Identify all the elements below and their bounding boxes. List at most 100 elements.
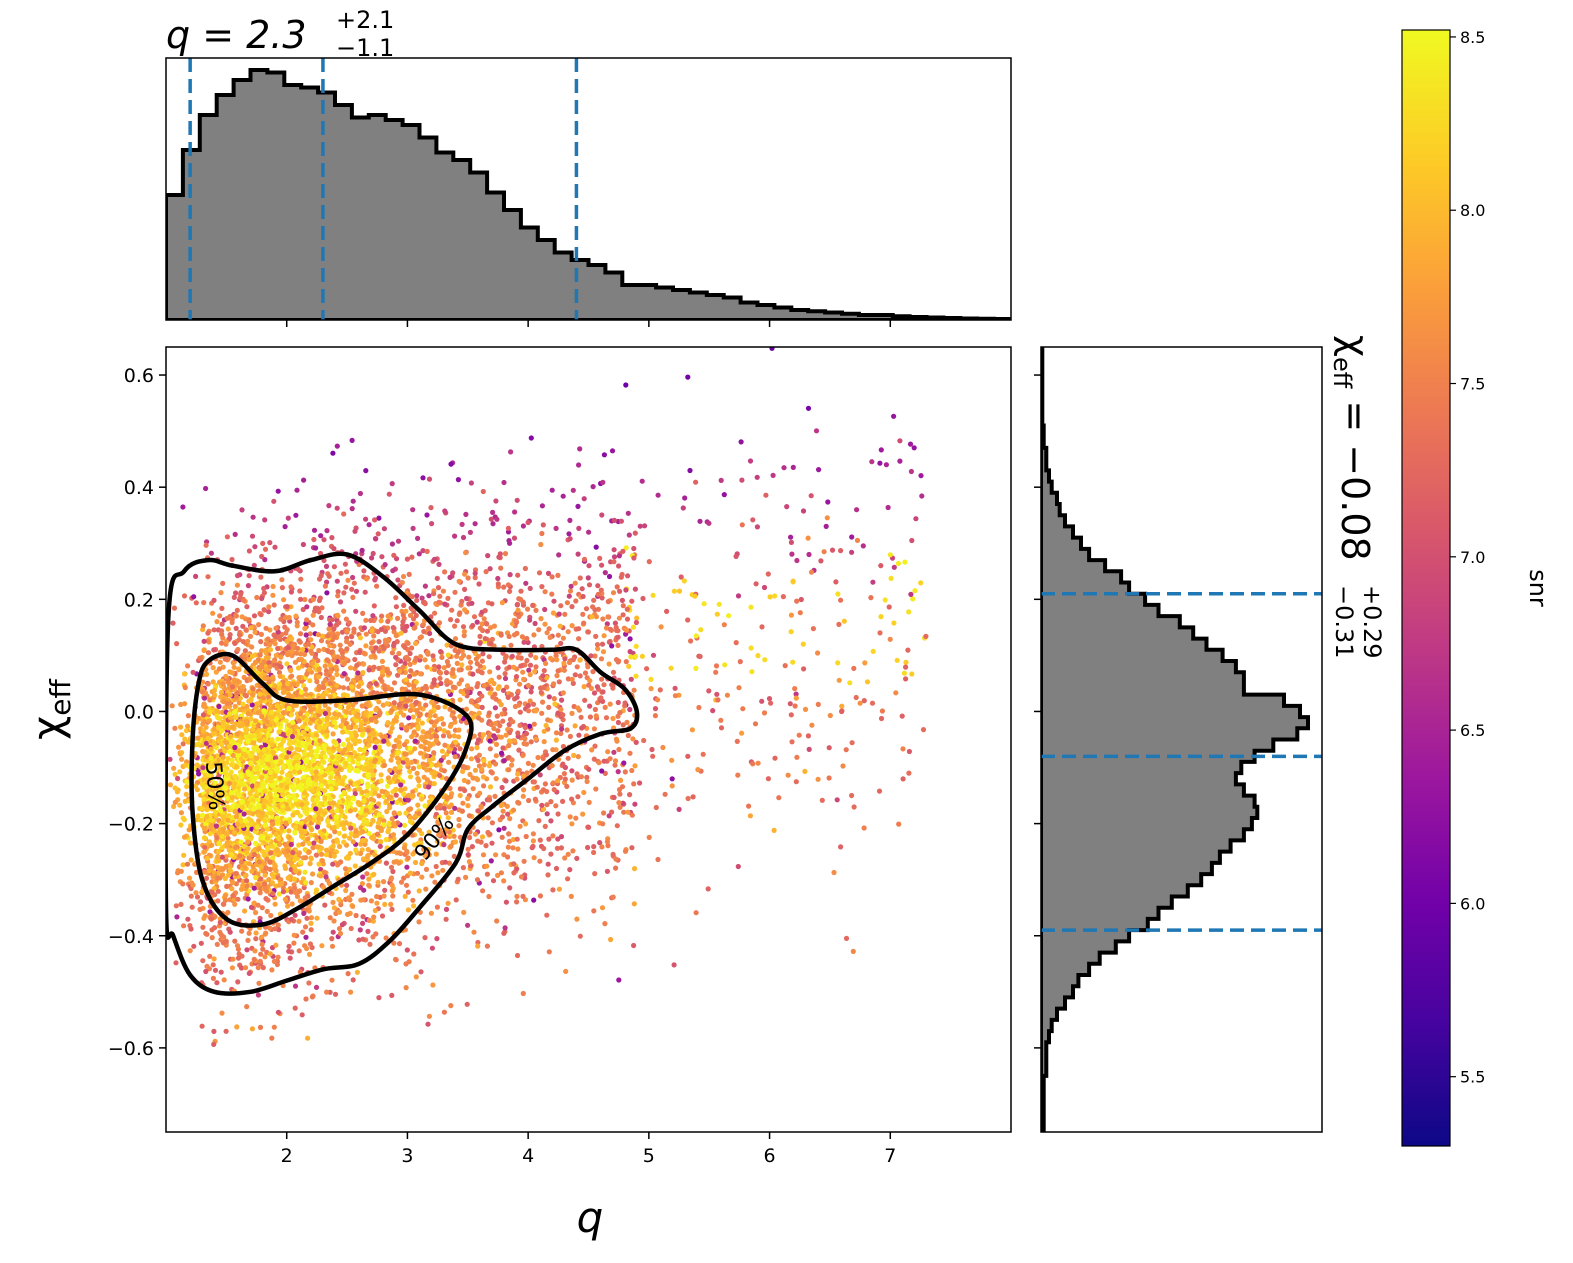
scatter-point — [404, 848, 410, 855]
scatter-point — [902, 559, 908, 565]
scatter-point — [618, 777, 624, 784]
scatter-point — [172, 725, 178, 731]
scatter-point — [253, 936, 259, 942]
scatter-point — [272, 901, 278, 907]
scatter-point — [403, 882, 410, 888]
scatter-point — [247, 633, 254, 640]
scatter-point — [849, 534, 855, 540]
scatter-point — [782, 663, 788, 669]
scatter-point — [171, 765, 177, 771]
scatter-point — [414, 593, 420, 599]
scatter-point — [282, 524, 288, 530]
scatter-point — [255, 992, 261, 998]
scatter-point — [610, 669, 617, 675]
scatter-point — [439, 748, 445, 754]
scatter-point — [869, 700, 876, 706]
scatter-point — [427, 630, 433, 637]
scatter-point — [523, 731, 530, 737]
scatter-point — [426, 593, 432, 599]
scatter-point — [297, 639, 303, 645]
scatter-point — [520, 990, 526, 997]
scatter-point — [388, 877, 394, 883]
scatter-point — [508, 642, 514, 648]
scatter-point — [502, 706, 508, 713]
scatter-point — [357, 927, 363, 933]
scatter-point — [391, 859, 397, 865]
scatter-point — [493, 852, 499, 858]
scatter-point — [581, 496, 587, 502]
scatter-point — [321, 743, 327, 749]
scatter-point — [903, 664, 909, 670]
scatter-point — [835, 660, 841, 666]
scatter-point — [552, 701, 558, 707]
scatter-point — [525, 682, 532, 689]
scatter-point — [217, 613, 223, 619]
q-summary-minus: −1.1 — [336, 34, 394, 62]
scatter-point — [499, 784, 505, 791]
scatter-point — [231, 594, 237, 601]
scatter-point — [460, 624, 467, 630]
scatter-point — [508, 449, 514, 455]
scatter-point — [655, 697, 661, 703]
scatter-point — [540, 673, 546, 679]
scatter-point — [185, 713, 191, 719]
scatter-point — [178, 810, 184, 816]
scatter-point — [599, 844, 605, 850]
scatter-point — [566, 593, 572, 599]
scatter-point — [587, 714, 594, 720]
scatter-point — [587, 703, 593, 709]
scatter-point — [308, 648, 314, 655]
scatter-point — [349, 437, 355, 443]
scatter-point — [224, 615, 230, 622]
scatter-point — [292, 659, 298, 665]
scatter-point — [449, 607, 455, 613]
scatter-point — [718, 717, 724, 723]
scatter-point — [546, 704, 552, 711]
scatter-point — [574, 855, 580, 862]
scatter-point — [488, 858, 494, 864]
scatter-point — [360, 914, 366, 920]
q-histogram-bars — [166, 68, 1011, 320]
scatter-point — [555, 811, 561, 817]
scatter-point — [323, 671, 329, 677]
scatter-point — [511, 870, 517, 876]
scatter-point — [456, 667, 462, 673]
scatter-point — [202, 913, 208, 919]
scatter-point — [210, 975, 216, 982]
scatter-point — [207, 831, 213, 837]
scatter-point — [632, 763, 638, 769]
scatter-point — [388, 901, 394, 908]
scatter-point — [448, 617, 454, 623]
scatter-point — [682, 495, 688, 501]
scatter-point — [854, 537, 861, 544]
scatter-point — [342, 747, 348, 753]
scatter-point — [451, 853, 457, 860]
scatter-point — [687, 467, 693, 474]
scatter-point — [261, 881, 268, 887]
scatter-point — [372, 744, 378, 751]
scatter-point — [533, 664, 539, 670]
scatter-point — [522, 565, 529, 572]
scatter-point — [582, 697, 588, 703]
scatter-point — [413, 657, 419, 663]
scatter-point — [721, 622, 727, 628]
scatter-point — [567, 867, 573, 873]
scatter-point — [739, 522, 745, 528]
scatter-point — [532, 620, 538, 627]
scatter-point — [458, 655, 464, 661]
scatter-point — [527, 662, 534, 668]
scatter-point — [361, 798, 367, 804]
scatter-point — [476, 710, 482, 716]
scatter-point — [352, 863, 358, 869]
scatter-point — [609, 809, 615, 815]
scatter-point — [207, 909, 213, 915]
scatter-point — [251, 885, 257, 891]
scatter-point — [370, 783, 376, 789]
scatter-point — [489, 820, 495, 826]
scatter-point — [246, 970, 252, 977]
scatter-point — [578, 774, 585, 780]
scatter-point — [637, 523, 643, 529]
scatter-point — [318, 638, 325, 644]
q-summary-plus: +2.1 — [336, 6, 394, 34]
scatter-point — [521, 741, 527, 747]
